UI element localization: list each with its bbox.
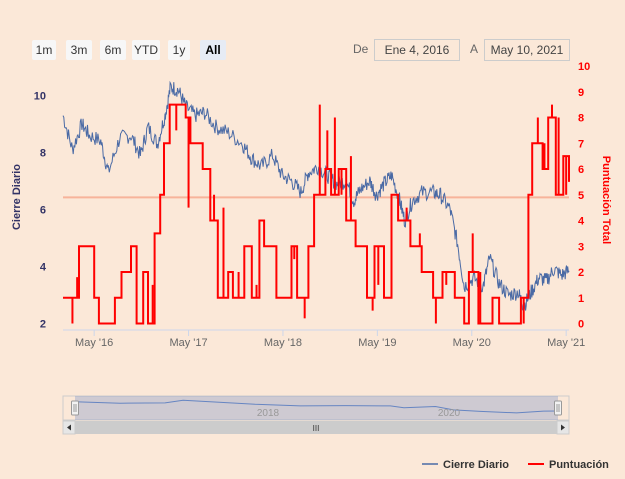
- navigator-year-label: 2018: [257, 408, 280, 419]
- left-tick-label: 10: [34, 91, 46, 103]
- navigator-handle-right[interactable]: [554, 400, 562, 416]
- scrollbar-thumb[interactable]: [75, 421, 558, 434]
- right-tick-label: 4: [578, 216, 585, 228]
- series-cierre-diario: [62, 80, 570, 311]
- right-tick-label: 10: [578, 61, 590, 73]
- from-label: De: [353, 42, 369, 56]
- right-tick-label: 2: [578, 267, 584, 279]
- right-axis-title: Puntuación Total: [600, 156, 612, 244]
- navigator-frame: [62, 395, 570, 421]
- navigator-handle-left[interactable]: [71, 400, 79, 416]
- range-button-6m[interactable]: 6m: [100, 40, 126, 60]
- to-label: A: [470, 42, 479, 56]
- range-button-ytd[interactable]: YTD: [132, 40, 160, 60]
- x-tick-label: May '18: [264, 337, 302, 349]
- x-tick-label: May '20: [453, 337, 491, 349]
- from-date-input[interactable]: Ene 4, 2016: [374, 39, 460, 61]
- left-axis-title: Cierre Diario: [11, 164, 23, 230]
- series-puntuacion: [63, 103, 570, 325]
- navigator-year-label: 2020: [438, 408, 461, 419]
- arrow-left-icon: [67, 424, 71, 431]
- x-tick-label: May '19: [358, 337, 396, 349]
- arrow-right-icon: [561, 424, 565, 431]
- x-tick-label: May '21: [547, 337, 585, 349]
- right-tick-label: 7: [578, 138, 584, 150]
- x-tick-label: May '16: [75, 337, 113, 349]
- right-tick-label: 5: [578, 190, 584, 202]
- right-tick-label: 6: [578, 164, 584, 176]
- right-tick-label: 9: [578, 87, 584, 99]
- navigator-mask[interactable]: [75, 396, 558, 420]
- range-button-1y[interactable]: 1y: [168, 40, 190, 60]
- scrollbar-grip: III: [313, 424, 320, 433]
- left-tick-label: 2: [40, 319, 46, 331]
- legend-item-puntuacion[interactable]: Puntuación: [549, 459, 609, 471]
- right-tick-label: 3: [578, 241, 584, 253]
- right-tick-label: 0: [578, 319, 584, 331]
- x-tick-label: May '17: [169, 337, 207, 349]
- right-tick-label: 1: [578, 293, 584, 305]
- range-button-1m[interactable]: 1m: [32, 40, 56, 60]
- left-tick-label: 6: [40, 205, 46, 217]
- to-date-input[interactable]: May 10, 2021: [484, 39, 570, 61]
- range-button-all[interactable]: All: [200, 40, 226, 60]
- range-button-3m[interactable]: 3m: [66, 40, 92, 60]
- legend-item-cierre-diario[interactable]: Cierre Diario: [443, 459, 509, 471]
- left-tick-label: 8: [40, 148, 46, 160]
- navigator-series: [74, 399, 559, 414]
- left-tick-label: 4: [40, 262, 47, 274]
- right-tick-label: 8: [578, 113, 584, 125]
